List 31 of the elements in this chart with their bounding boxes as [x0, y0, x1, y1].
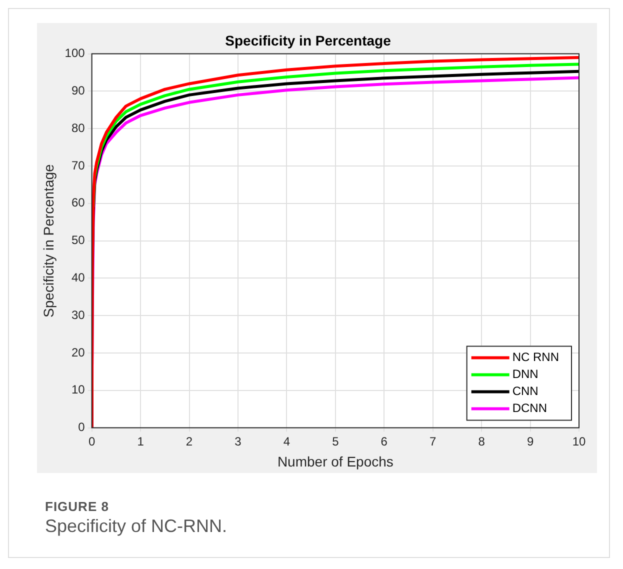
y-tick-label: 90: [71, 84, 86, 98]
y-tick-label: 60: [71, 196, 86, 210]
y-tick-label: 100: [64, 46, 86, 60]
x-tick-label: 9: [526, 434, 534, 448]
y-tick-label: 80: [71, 120, 86, 135]
y-tick-label: 0: [78, 420, 86, 434]
x-tick-label: 4: [283, 434, 290, 448]
y-tick-label: 10: [71, 382, 86, 397]
x-tick-label: 2: [186, 434, 193, 448]
x-tick-label: 3: [234, 434, 242, 448]
x-tick-label: 6: [380, 434, 388, 448]
y-axis-title: Specificity in Percentage: [40, 164, 56, 318]
legend-label: DNN: [512, 367, 538, 382]
caption: FIGURE 8: [45, 499, 110, 514]
x-tick-label: 5: [332, 434, 340, 448]
y-tick-label: 20: [71, 345, 86, 360]
chart-title: Specificity in Percentage: [225, 32, 392, 48]
y-tick-label: 30: [71, 308, 86, 322]
legend-label: NC RNN: [512, 350, 560, 364]
x-axis-title: Number of Epochs: [277, 453, 394, 470]
x-tick-label: 1: [137, 434, 144, 448]
y-tick-label: 40: [71, 270, 86, 285]
legend-label: CNN: [512, 384, 538, 398]
x-tick-label: 0: [88, 434, 96, 448]
text: Specificity of NC-RNN.: [45, 516, 228, 537]
y-tick-label: 50: [71, 233, 86, 248]
x-tick-label: 7: [430, 434, 437, 448]
y-tick-label: 70: [71, 158, 86, 172]
x-tick-label: 10: [572, 434, 586, 448]
x-tick-label: 8: [478, 434, 486, 448]
legend-label: DCNN: [512, 401, 548, 416]
